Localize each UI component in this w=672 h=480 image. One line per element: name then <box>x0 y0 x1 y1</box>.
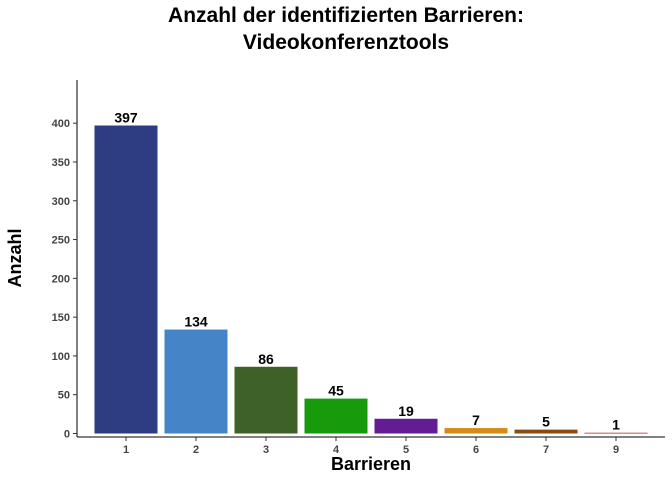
y-axis-ticks: 0 50 100 150 200 250 300 350 400 <box>52 118 77 441</box>
x-tick-label: 7 <box>543 444 549 456</box>
bars <box>94 125 648 434</box>
data-label-9: 1 <box>612 417 620 433</box>
bar-7 <box>514 429 578 434</box>
x-tick-label: 6 <box>473 444 479 456</box>
y-tick-label: 150 <box>52 312 70 324</box>
data-label-1: 397 <box>114 110 138 126</box>
y-tick-label: 50 <box>58 390 70 402</box>
y-tick-label: 0 <box>64 429 70 441</box>
x-axis-title: Barrieren <box>331 454 411 474</box>
y-tick-label: 250 <box>52 235 70 247</box>
y-axis-title: Anzahl <box>5 228 25 287</box>
x-tick-label: 5 <box>403 444 409 456</box>
x-tick-label: 4 <box>333 444 340 456</box>
bar-4 <box>304 398 368 434</box>
x-tick-label: 9 <box>613 444 619 456</box>
x-axis-ticks: 1 2 3 4 5 6 7 9 <box>123 437 619 456</box>
y-tick-label: 300 <box>52 196 70 208</box>
bar-3 <box>234 366 298 434</box>
bar-6 <box>444 428 508 434</box>
y-tick-label: 350 <box>52 157 70 169</box>
y-tick-label: 100 <box>52 351 70 363</box>
data-label-6: 7 <box>472 412 480 428</box>
bar-1 <box>94 125 158 434</box>
chart-title-line-1: Anzahl der identifizierten Barrieren: <box>168 4 524 27</box>
data-label-3: 86 <box>258 351 274 367</box>
chart-title-line-2: Videokonferenztools <box>243 31 449 54</box>
bar-2 <box>164 329 228 434</box>
x-tick-label: 3 <box>263 444 269 456</box>
bar-5 <box>374 418 438 434</box>
data-label-2: 134 <box>184 314 208 330</box>
x-tick-label: 1 <box>123 444 129 456</box>
data-label-4: 45 <box>328 383 344 399</box>
data-labels: 397 134 86 45 19 7 5 1 <box>114 110 620 433</box>
data-label-7: 5 <box>542 414 550 430</box>
bar-9 <box>584 432 648 434</box>
y-tick-label: 200 <box>52 273 70 285</box>
y-tick-label: 400 <box>52 118 70 130</box>
x-tick-label: 2 <box>193 444 199 456</box>
data-label-5: 19 <box>398 403 414 419</box>
